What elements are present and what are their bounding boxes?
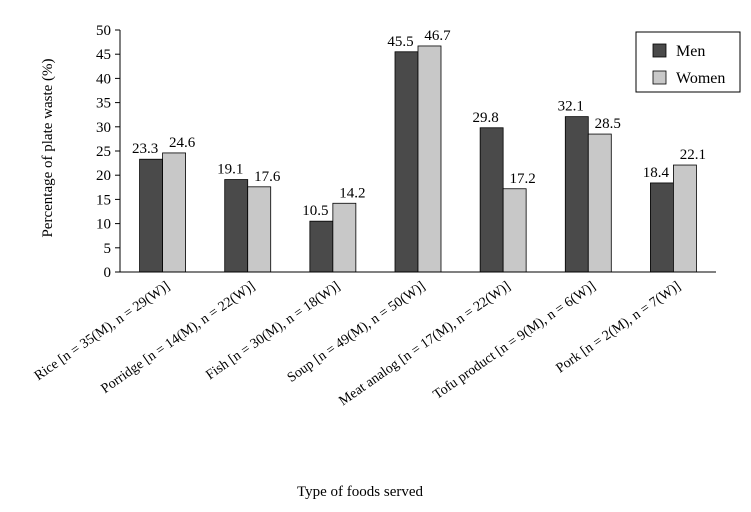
y-tick-label: 10 <box>96 217 111 233</box>
legend-label-men: Men <box>676 43 705 60</box>
y-tick-label: 20 <box>96 168 111 184</box>
y-tick-label: 45 <box>96 47 111 63</box>
data-label-men-4: 29.8 <box>473 110 499 126</box>
data-label-men-0: 23.3 <box>132 141 158 157</box>
bar-group <box>139 45 697 273</box>
bar-women-5 <box>587 133 612 273</box>
data-label-women-5: 28.5 <box>595 116 621 132</box>
y-tick-label: 25 <box>96 144 111 160</box>
category-label-1: Porridge [n = 14(M), n = 22(W)] <box>99 279 258 397</box>
bar-men-2 <box>309 220 334 273</box>
data-label-men-1: 19.1 <box>217 162 243 178</box>
category-label-2: Fish [n = 30(M), n = 18(W)] <box>203 279 343 383</box>
data-label-women-3: 46.7 <box>424 28 451 44</box>
y-axis-title: Percentage of plate waste (%) <box>40 58 56 237</box>
y-tick-label: 0 <box>104 265 112 281</box>
data-label-women-0: 24.6 <box>169 135 196 151</box>
y-tick-label: 30 <box>96 120 111 136</box>
data-label-men-3: 45.5 <box>387 34 413 50</box>
bar-men-6 <box>650 182 674 273</box>
y-tick-label: 50 <box>96 23 111 39</box>
category-label-5: Tofu product [n = 9(M), n = 6(W)] <box>431 279 599 403</box>
bar-men-0 <box>139 158 163 273</box>
data-label-women-6: 22.1 <box>680 147 706 163</box>
bar-women-4 <box>502 188 527 273</box>
data-label-men-2: 10.5 <box>302 203 328 219</box>
legend-label-women: Women <box>676 70 725 87</box>
bar-women-1 <box>247 186 272 273</box>
data-label-women-4: 17.2 <box>510 171 536 187</box>
bar-men-3 <box>394 51 419 273</box>
y-tick-label: 40 <box>96 71 111 87</box>
category-label-0: Rice [n = 35(M), n = 29(W)] <box>32 279 173 384</box>
bar-women-3 <box>417 45 442 273</box>
data-label-men-6: 18.4 <box>643 165 670 181</box>
legend: Men Women <box>635 31 741 93</box>
data-label-women-1: 17.6 <box>254 169 281 185</box>
data-label-men-5: 32.1 <box>558 99 584 115</box>
bar-men-4 <box>479 127 504 273</box>
data-label-women-2: 14.2 <box>339 185 365 201</box>
category-label-4: Meat analog [n = 17(M), n = 22(W)] <box>336 279 513 409</box>
legend-swatch-women <box>652 70 667 85</box>
x-axis-title: Type of foods served <box>297 484 423 500</box>
bar-women-0 <box>162 152 186 273</box>
bar-men-1 <box>224 179 249 273</box>
bar-women-6 <box>673 164 697 273</box>
data-labels: 23.3 24.6 19.1 17.6 10.5 14.2 45.5 46.7 29.8 17.2… <box>132 28 706 219</box>
y-tick-label: 35 <box>96 96 111 112</box>
category-labels: Rice [n = 35(M), n = 29(W)]Porridge [n =… <box>32 279 684 409</box>
legend-swatch-men <box>652 43 667 58</box>
bar-women-2 <box>332 202 357 273</box>
category-label-3: Soup [n = 49(M), n = 50(W)] <box>285 279 429 386</box>
bar-men-5 <box>564 116 589 273</box>
y-tick-label: 15 <box>96 192 111 208</box>
y-tick-label: 5 <box>104 241 112 257</box>
y-axis-ticks: 0 5 10 15 20 25 30 35 40 45 50 <box>96 23 120 281</box>
